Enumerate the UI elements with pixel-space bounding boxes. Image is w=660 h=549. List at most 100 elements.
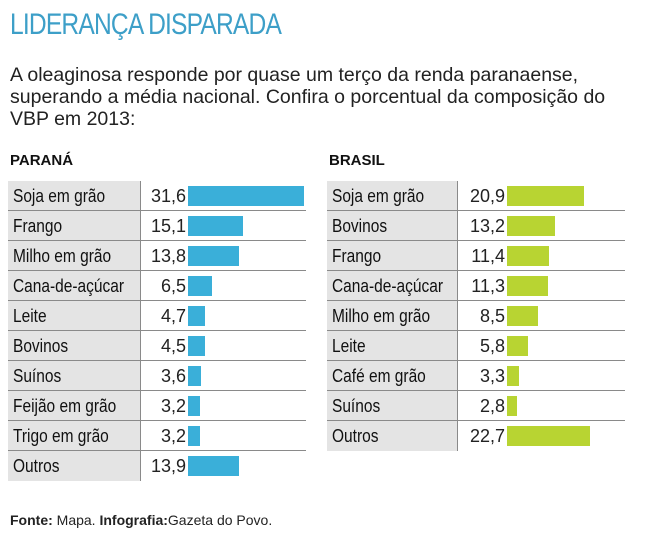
brasil-value-label: 20,9	[469, 186, 505, 206]
brasil-category-label: Cana-de-açúcar	[327, 271, 457, 300]
parana-bar	[188, 456, 239, 476]
brasil-category-text: Bovinos	[332, 216, 388, 236]
infographic-value: Gazeta do Povo.	[167, 512, 273, 528]
brasil-category-text: Outros	[332, 426, 379, 446]
parana-category-text: Cana-de-açúcar	[13, 276, 125, 296]
parana-value-label: 15,1	[150, 216, 186, 236]
brasil-value-label: 3,3	[479, 366, 505, 386]
parana-category-text: Milho em grão	[13, 246, 112, 266]
brasil-category-label: Soja em grão	[327, 181, 457, 210]
brasil-category-text: Cana-de-açúcar	[332, 276, 444, 296]
parana-category-text: Feijão em grão	[13, 396, 117, 416]
parana-row: Suínos 3,6	[8, 361, 306, 391]
parana-bar	[188, 186, 304, 206]
parana-category-label: Bovinos	[8, 331, 140, 360]
brasil-value-label: 11,4	[471, 246, 505, 266]
parana-category-text: Soja em grão	[13, 186, 106, 206]
parana-value-label: 13,8	[150, 246, 186, 266]
brasil-row: Bovinos 13,2	[327, 211, 625, 241]
chart-subtitle: A oleaginosa responde por quase um terço…	[10, 64, 606, 130]
parana-category-text: Leite	[13, 306, 47, 326]
parana-category-text: Bovinos	[13, 336, 69, 356]
brasil-category-label: Suínos	[327, 391, 457, 420]
brasil-row: Milho em grão 8,5	[327, 301, 625, 331]
parana-category-label: Leite	[8, 301, 140, 330]
parana-value-label: 3,2	[160, 426, 186, 446]
parana-bar	[188, 366, 201, 386]
brasil-value-label: 5,8	[479, 336, 505, 356]
parana-row: Leite 4,7	[8, 301, 306, 331]
parana-bar-table: Soja em grão 31,6 Frango 15,1 Milho em grão 1…	[8, 181, 306, 481]
parana-row: Outros 13,9	[8, 451, 306, 481]
brasil-bar	[507, 216, 555, 236]
parana-value-label: 3,6	[160, 366, 186, 386]
brasil-category-label: Frango	[327, 241, 457, 270]
brasil-bar	[507, 276, 548, 296]
parana-category-label: Feijão em grão	[8, 391, 140, 420]
parana-row: Milho em grão 13,8	[8, 241, 306, 271]
parana-row: Bovinos 4,5	[8, 331, 306, 361]
brasil-value-label: 22,7	[469, 426, 505, 446]
parana-value-label: 31,6	[150, 186, 186, 206]
brasil-value-label: 2,8	[479, 396, 505, 416]
parana-category-text: Trigo em grão	[13, 426, 109, 446]
brasil-category-text: Suínos	[332, 396, 381, 416]
brasil-value-label: 11,3	[471, 276, 505, 296]
parana-value-label: 13,9	[150, 456, 186, 476]
brasil-row: Café em grão 3,3	[327, 361, 625, 391]
parana-value-label: 4,7	[160, 306, 186, 326]
brasil-category-label: Leite	[327, 331, 457, 360]
parana-value-label: 4,5	[160, 336, 186, 356]
brasil-category-text: Leite	[332, 336, 366, 356]
brasil-bar	[507, 426, 590, 446]
brasil-bar	[507, 336, 528, 356]
parana-category-label: Suínos	[8, 361, 140, 390]
parana-category-label: Milho em grão	[8, 241, 140, 270]
parana-category-text: Frango	[13, 216, 63, 236]
parana-value-label: 6,5	[160, 276, 186, 296]
parana-bar	[188, 426, 200, 446]
parana-bar	[188, 276, 212, 296]
brasil-bar	[507, 366, 519, 386]
brasil-category-text: Milho em grão	[332, 306, 431, 326]
parana-category-text: Suínos	[13, 366, 62, 386]
brasil-row: Outros 22,7	[327, 421, 625, 451]
brasil-bar	[507, 396, 517, 416]
parana-bar	[188, 396, 200, 416]
parana-category-label: Outros	[8, 451, 140, 481]
brasil-section-title: BRASIL	[329, 152, 385, 169]
brasil-value-label: 8,5	[479, 306, 505, 326]
brasil-category-label: Milho em grão	[327, 301, 457, 330]
brasil-row: Frango 11,4	[327, 241, 625, 271]
brasil-category-label: Café em grão	[327, 361, 457, 390]
brasil-row: Cana-de-açúcar 11,3	[327, 271, 625, 301]
brasil-bar	[507, 246, 549, 266]
parana-row: Cana-de-açúcar 6,5	[8, 271, 306, 301]
brasil-row: Leite 5,8	[327, 331, 625, 361]
parana-bar	[188, 306, 205, 326]
parana-bar	[188, 216, 243, 236]
brasil-row: Suínos 2,8	[327, 391, 625, 421]
brasil-bar-table: Soja em grão 20,9 Bovinos 13,2 Frango 11,4 Can…	[327, 181, 625, 451]
parana-row: Trigo em grão 3,2	[8, 421, 306, 451]
brasil-category-label: Outros	[327, 421, 457, 451]
parana-row: Soja em grão 31,6	[8, 181, 306, 211]
parana-row: Frango 15,1	[8, 211, 306, 241]
brasil-row: Soja em grão 20,9	[327, 181, 625, 211]
parana-category-label: Soja em grão	[8, 181, 140, 210]
source-value: Mapa.	[56, 512, 96, 528]
parana-category-text: Outros	[13, 456, 60, 476]
parana-bar	[188, 246, 239, 266]
parana-value-label: 3,2	[160, 396, 186, 416]
parana-category-label: Trigo em grão	[8, 421, 140, 450]
brasil-column-divider	[457, 181, 458, 451]
source-label: Fonte:	[10, 512, 53, 528]
parana-section-title: PARANÁ	[10, 152, 74, 169]
brasil-category-text: Café em grão	[332, 366, 426, 386]
parana-category-label: Frango	[8, 211, 140, 240]
parana-category-label: Cana-de-açúcar	[8, 271, 140, 300]
brasil-bar	[507, 306, 538, 326]
infographic-label: Infografia:	[99, 512, 168, 528]
parana-row: Feijão em grão 3,2	[8, 391, 306, 421]
brasil-category-label: Bovinos	[327, 211, 457, 240]
